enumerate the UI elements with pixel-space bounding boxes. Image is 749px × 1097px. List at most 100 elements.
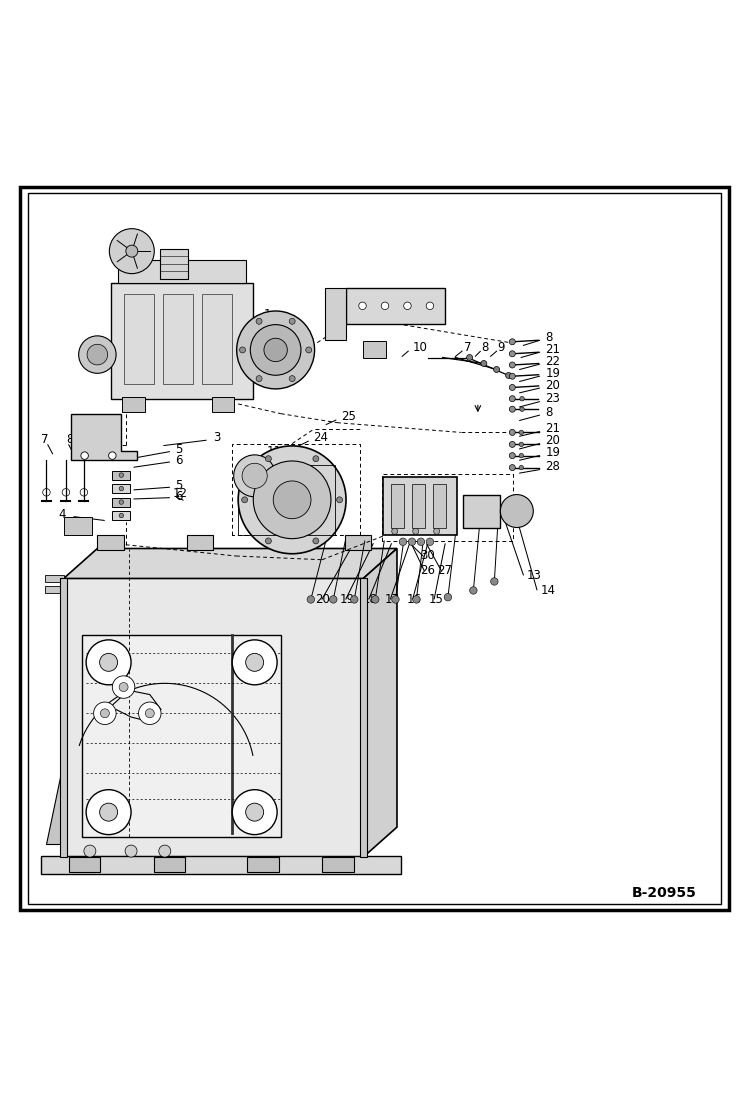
Text: 7: 7	[41, 433, 49, 446]
Text: B-20955: B-20955	[631, 886, 697, 900]
Circle shape	[509, 429, 515, 436]
Circle shape	[481, 361, 487, 366]
Circle shape	[81, 452, 88, 460]
Text: 19: 19	[545, 446, 560, 460]
Circle shape	[86, 640, 131, 685]
Polygon shape	[71, 414, 137, 460]
Bar	[345, 535, 371, 550]
Circle shape	[306, 347, 312, 353]
Bar	[247, 857, 279, 872]
Bar	[187, 535, 213, 550]
Circle shape	[242, 497, 248, 502]
Text: 28: 28	[545, 461, 560, 474]
Circle shape	[426, 538, 434, 545]
Circle shape	[234, 455, 276, 497]
Bar	[322, 857, 354, 872]
Bar	[325, 287, 346, 340]
Text: 3: 3	[213, 431, 220, 444]
Circle shape	[119, 500, 124, 505]
Circle shape	[444, 593, 452, 601]
Circle shape	[109, 228, 154, 273]
Circle shape	[509, 351, 515, 357]
Text: 1: 1	[264, 307, 271, 320]
Text: 23: 23	[545, 393, 560, 405]
Circle shape	[119, 682, 128, 691]
Circle shape	[330, 596, 337, 603]
FancyBboxPatch shape	[160, 249, 188, 279]
Bar	[97, 535, 124, 550]
Text: 20: 20	[545, 378, 560, 392]
Bar	[163, 294, 193, 384]
Text: 30: 30	[420, 550, 435, 563]
Circle shape	[372, 596, 379, 603]
Text: 20: 20	[315, 593, 330, 606]
Circle shape	[509, 362, 515, 367]
Bar	[69, 857, 100, 872]
FancyBboxPatch shape	[111, 283, 253, 398]
Bar	[433, 484, 446, 528]
Text: 12: 12	[172, 487, 187, 500]
Circle shape	[413, 529, 419, 534]
Bar	[64, 517, 92, 535]
Circle shape	[100, 803, 118, 822]
Bar	[346, 287, 445, 324]
Text: 8: 8	[66, 433, 73, 446]
Polygon shape	[46, 758, 64, 845]
Circle shape	[509, 465, 515, 471]
Circle shape	[79, 336, 116, 373]
Text: 21: 21	[545, 422, 560, 436]
Circle shape	[313, 455, 319, 462]
Circle shape	[417, 538, 425, 545]
Text: 26: 26	[420, 565, 435, 577]
Circle shape	[392, 596, 399, 603]
Circle shape	[381, 302, 389, 309]
Text: 14: 14	[541, 584, 556, 597]
Circle shape	[494, 366, 500, 373]
Text: 8: 8	[545, 406, 553, 419]
Circle shape	[413, 596, 420, 603]
Circle shape	[250, 325, 301, 375]
Bar	[212, 397, 234, 412]
Bar	[238, 465, 336, 535]
Text: 2: 2	[339, 297, 346, 310]
Text: 15: 15	[428, 593, 443, 606]
Circle shape	[467, 354, 473, 361]
Circle shape	[289, 318, 295, 325]
Circle shape	[159, 845, 171, 857]
Bar	[122, 397, 145, 412]
Text: 24: 24	[313, 431, 328, 444]
Circle shape	[145, 709, 154, 717]
Circle shape	[232, 790, 277, 835]
Circle shape	[119, 513, 124, 518]
Text: 8: 8	[545, 331, 553, 343]
Bar	[154, 857, 185, 872]
Circle shape	[336, 497, 342, 502]
Text: 8: 8	[481, 340, 488, 353]
Bar	[202, 294, 232, 384]
Text: 9: 9	[88, 433, 95, 446]
Circle shape	[519, 430, 524, 434]
Circle shape	[509, 441, 515, 448]
Text: 21: 21	[545, 342, 560, 355]
Text: 9: 9	[497, 340, 505, 353]
Polygon shape	[64, 578, 363, 857]
Bar	[45, 586, 64, 593]
Circle shape	[520, 396, 524, 400]
Circle shape	[519, 442, 524, 446]
Circle shape	[351, 596, 358, 603]
Circle shape	[126, 245, 138, 257]
Text: 7: 7	[464, 340, 471, 353]
Circle shape	[470, 587, 477, 595]
Text: 27: 27	[437, 565, 452, 577]
Circle shape	[509, 406, 515, 412]
Text: 4: 4	[58, 508, 66, 521]
Bar	[360, 578, 367, 857]
Text: 19: 19	[545, 366, 560, 380]
Bar	[363, 341, 386, 358]
Polygon shape	[363, 548, 397, 857]
Circle shape	[125, 845, 137, 857]
Circle shape	[434, 529, 440, 534]
Circle shape	[246, 654, 264, 671]
Polygon shape	[82, 635, 281, 837]
Circle shape	[519, 453, 524, 457]
